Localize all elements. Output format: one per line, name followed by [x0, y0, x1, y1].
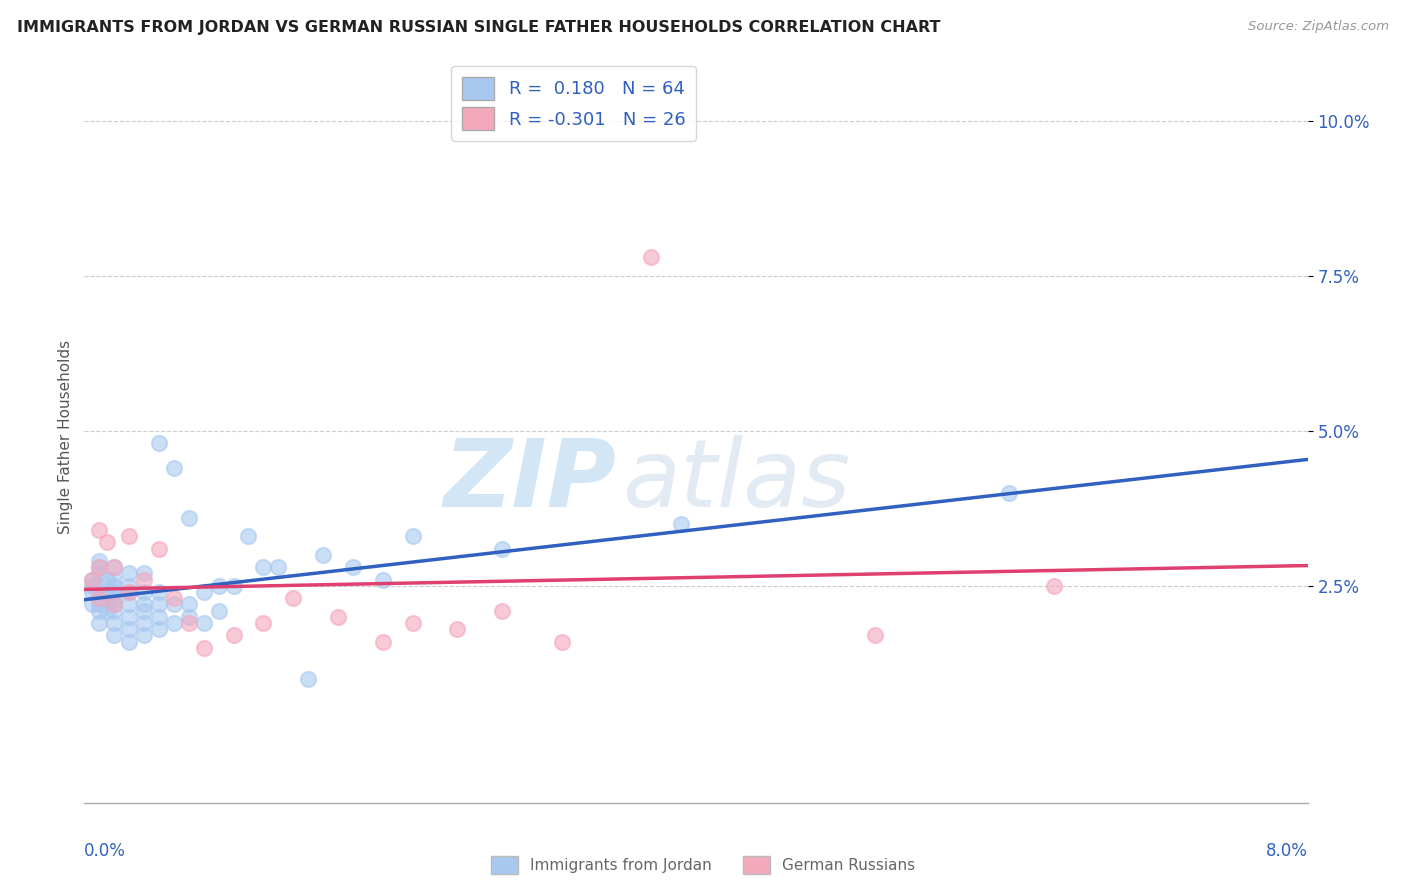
Point [89, 560, 111, 574]
Point [103, 615, 125, 630]
Point [491, 604, 513, 618]
Point [163, 461, 186, 475]
Point [238, 529, 260, 543]
Point [103, 598, 125, 612]
Point [163, 615, 186, 630]
Point [551, 634, 574, 648]
Point [103, 560, 125, 574]
Point [163, 591, 186, 606]
Text: atlas: atlas [623, 435, 851, 526]
Point [132, 628, 155, 642]
Point [132, 566, 155, 581]
Text: 8.0%: 8.0% [1265, 842, 1308, 860]
Point [252, 615, 274, 630]
Point [80, 579, 103, 593]
Point [177, 598, 200, 612]
Point [118, 610, 141, 624]
Legend: R =  0.180   N = 64, R = -0.301   N = 26: R = 0.180 N = 64, R = -0.301 N = 26 [451, 66, 696, 141]
Point [267, 560, 290, 574]
Point [103, 573, 125, 587]
Point [103, 560, 125, 574]
Point [103, 591, 125, 606]
Point [177, 610, 200, 624]
Point [297, 672, 319, 686]
Point [148, 436, 170, 450]
Point [118, 566, 141, 581]
Point [80, 598, 103, 612]
Y-axis label: Single Father Households: Single Father Households [58, 340, 73, 534]
Point [80, 573, 103, 587]
Point [207, 604, 229, 618]
Point [207, 579, 229, 593]
Point [89, 523, 111, 537]
Point [312, 548, 335, 562]
Legend: Immigrants from Jordan, German Russians: Immigrants from Jordan, German Russians [485, 850, 921, 880]
Point [222, 628, 245, 642]
Point [89, 591, 111, 606]
Point [342, 560, 364, 574]
Point [118, 634, 141, 648]
Text: Source: ZipAtlas.com: Source: ZipAtlas.com [1249, 20, 1389, 33]
Point [80, 585, 103, 599]
Point [863, 628, 886, 642]
Point [148, 598, 170, 612]
Point [401, 615, 423, 630]
Point [669, 516, 692, 531]
Point [148, 585, 170, 599]
Point [103, 585, 125, 599]
Point [491, 541, 513, 556]
Point [222, 579, 245, 593]
Point [103, 628, 125, 642]
Point [96, 573, 118, 587]
Text: ZIP: ZIP [443, 435, 616, 527]
Point [118, 585, 141, 599]
Point [177, 615, 200, 630]
Point [132, 585, 155, 599]
Point [96, 604, 118, 618]
Point [89, 604, 111, 618]
Point [193, 585, 215, 599]
Point [89, 591, 111, 606]
Point [132, 604, 155, 618]
Point [326, 610, 349, 624]
Point [96, 535, 118, 549]
Point [118, 529, 141, 543]
Text: 0.0%: 0.0% [84, 842, 127, 860]
Point [80, 573, 103, 587]
Point [132, 573, 155, 587]
Point [96, 591, 118, 606]
Point [89, 560, 111, 574]
Point [89, 598, 111, 612]
Point [132, 598, 155, 612]
Point [103, 598, 125, 612]
Point [401, 529, 423, 543]
Point [998, 486, 1021, 500]
Point [89, 566, 111, 581]
Point [118, 585, 141, 599]
Point [193, 615, 215, 630]
Point [118, 622, 141, 636]
Point [89, 579, 111, 593]
Point [1043, 579, 1066, 593]
Point [177, 510, 200, 524]
Point [118, 598, 141, 612]
Point [371, 573, 394, 587]
Point [148, 610, 170, 624]
Point [118, 579, 141, 593]
Point [148, 622, 170, 636]
Point [252, 560, 274, 574]
Point [193, 640, 215, 655]
Point [283, 591, 305, 606]
Point [163, 598, 186, 612]
Point [89, 615, 111, 630]
Point [89, 554, 111, 568]
Text: IMMIGRANTS FROM JORDAN VS GERMAN RUSSIAN SINGLE FATHER HOUSEHOLDS CORRELATION CH: IMMIGRANTS FROM JORDAN VS GERMAN RUSSIAN… [17, 20, 941, 35]
Point [103, 579, 125, 593]
Point [446, 622, 468, 636]
Point [640, 250, 662, 264]
Point [132, 615, 155, 630]
Point [103, 604, 125, 618]
Point [371, 634, 394, 648]
Point [148, 541, 170, 556]
